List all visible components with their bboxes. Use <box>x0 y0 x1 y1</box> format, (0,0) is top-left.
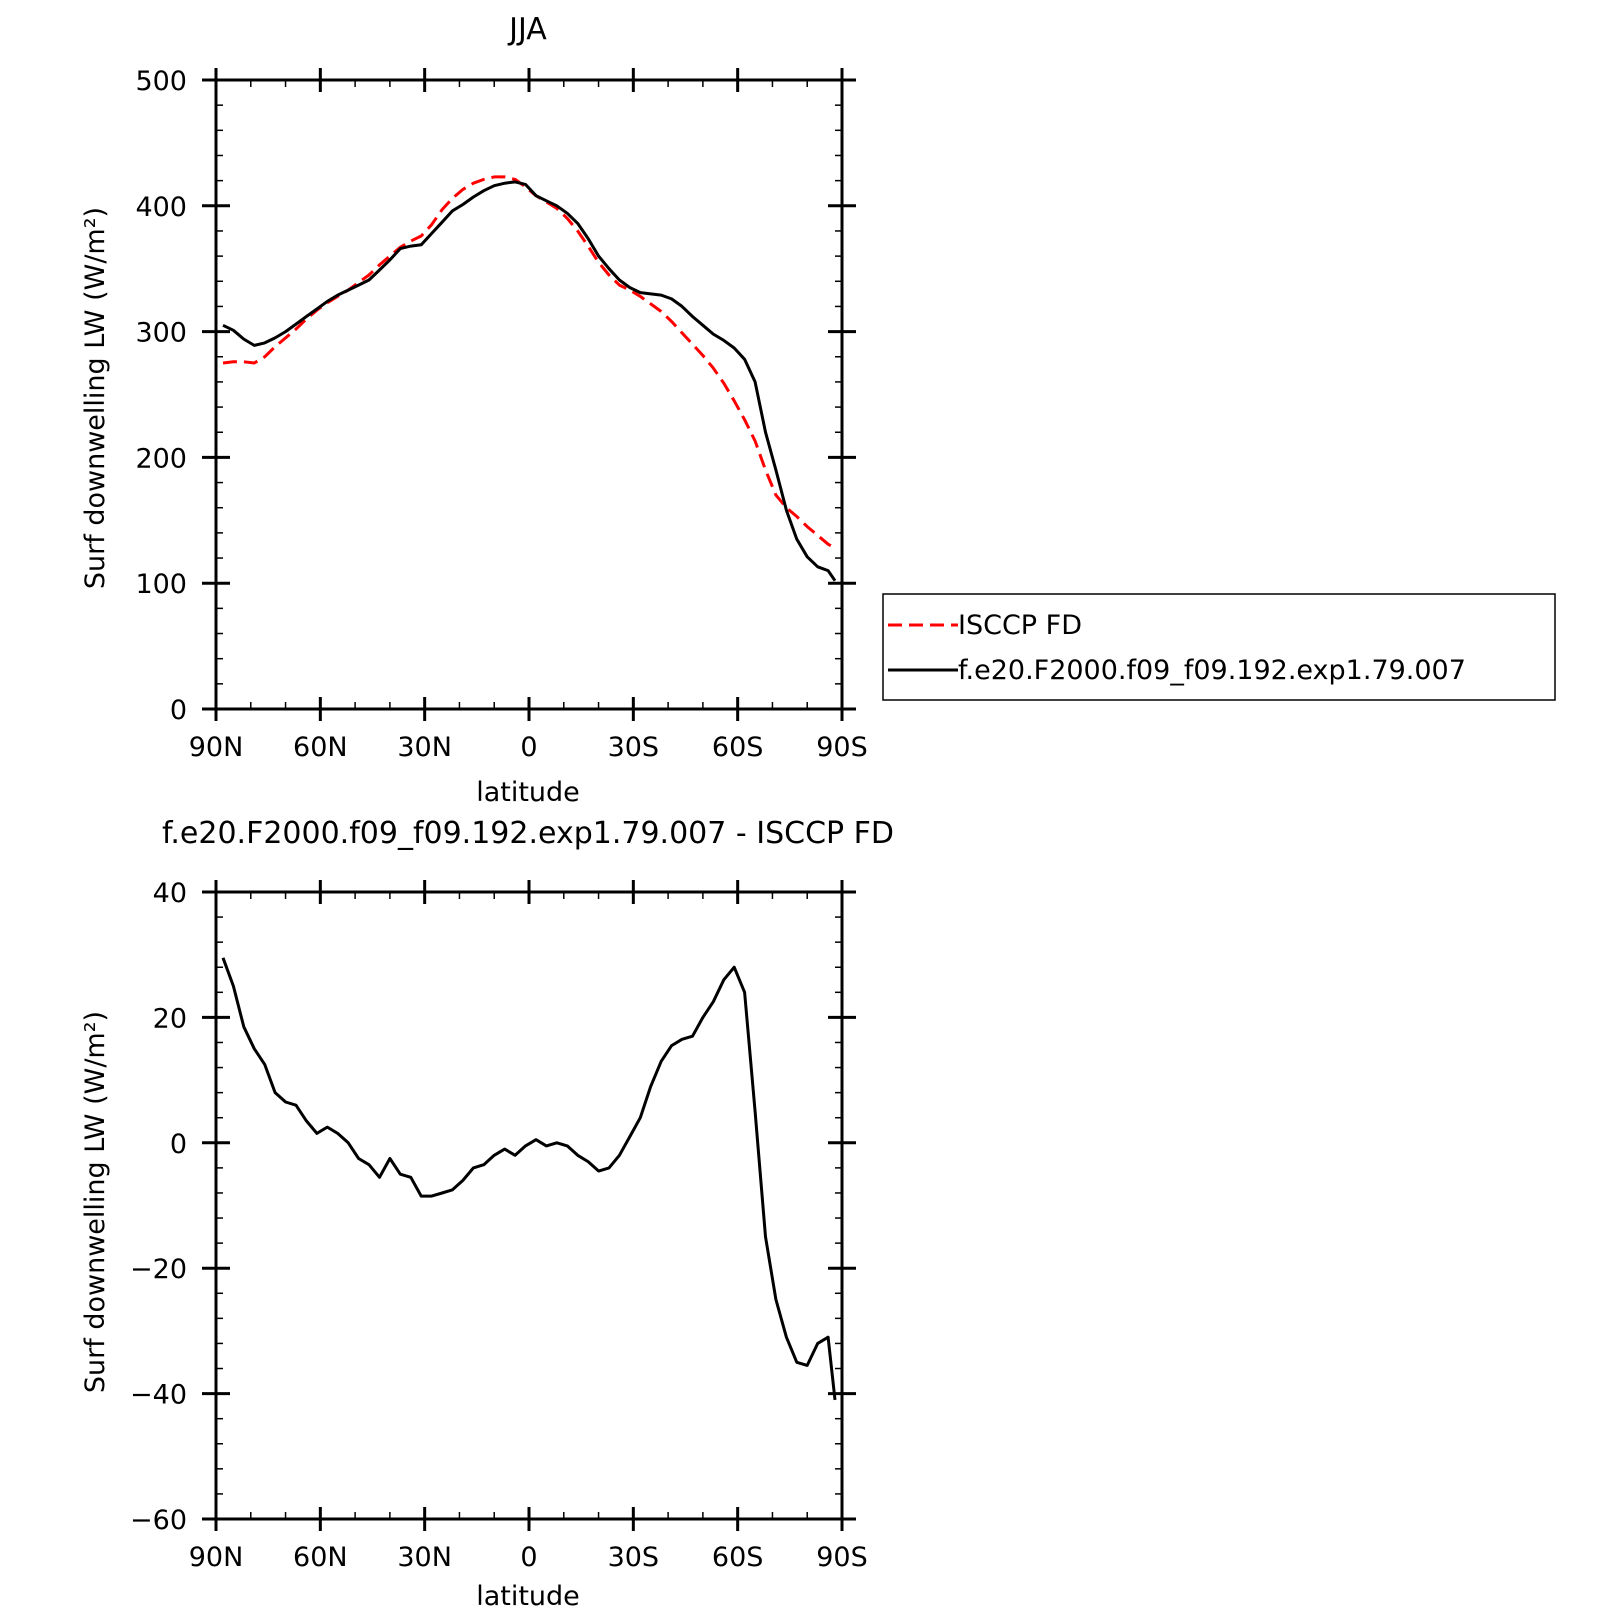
y-tick-label: −60 <box>130 1505 187 1536</box>
x-tick-label: 0 <box>520 1542 537 1573</box>
legend-label-isccp: ISCCP FD <box>958 610 1082 641</box>
x-tick-label: 90S <box>816 1542 868 1573</box>
y-tick-label: −20 <box>130 1254 187 1285</box>
x-tick-label: 90N <box>189 1542 244 1573</box>
series-line-model <box>222 180 837 582</box>
top-panel-y-axis-label: Surf downwelling LW (W/m²) <box>80 207 111 589</box>
x-tick-label: 30N <box>397 732 452 763</box>
plot-frame <box>214 890 844 1521</box>
y-tick-label: −40 <box>130 1380 187 1411</box>
x-tick-label: 30S <box>608 732 660 763</box>
y-tick-label: 40 <box>153 878 187 909</box>
bottom-panel-title: f.e20.F2000.f09_f09.192.exp1.79.007 - IS… <box>162 816 894 851</box>
bottom-panel-y-axis-label: Surf downwelling LW (W/m²) <box>80 1011 111 1393</box>
top-panel-series <box>222 175 837 582</box>
x-tick-label: 60S <box>712 732 764 763</box>
y-tick-label: 0 <box>170 1129 187 1160</box>
bottom-panel-ticks: 90N 60N 30N 0 30S 60S 90S −60 −40 −20 0 20 40 <box>130 878 868 1573</box>
x-tick-label: 60N <box>293 732 348 763</box>
y-tick-label: 100 <box>135 569 187 600</box>
top-panel-x-axis-label: latitude <box>476 777 580 808</box>
y-tick-label: 500 <box>135 66 187 97</box>
x-tick-label: 30N <box>397 1542 452 1573</box>
x-tick-label: 90N <box>189 732 244 763</box>
legend-label-model: f.e20.F2000.f09_f09.192.exp1.79.007 <box>958 655 1466 686</box>
bottom-panel-series <box>221 957 837 1401</box>
x-tick-label: 0 <box>520 732 537 763</box>
x-tick-label: 60S <box>712 1542 764 1573</box>
x-tick-label: 30S <box>608 1542 660 1573</box>
top-panel-axes <box>214 78 844 711</box>
x-tick-label: 60N <box>293 1542 348 1573</box>
bottom-panel-axes <box>214 890 844 1521</box>
y-tick-label: 200 <box>135 443 187 474</box>
y-tick-label: 0 <box>170 695 187 726</box>
bottom-panel: f.e20.F2000.f09_f09.192.exp1.79.007 - IS… <box>80 816 894 1612</box>
top-panel: JJA 90N 60N 30N 0 30S 60S 90S0100200300400500 … <box>80 12 868 808</box>
x-tick-label: 90S <box>816 732 868 763</box>
series-line-isccp-fd <box>222 175 836 550</box>
y-tick-label: 400 <box>135 192 187 223</box>
top-panel-ticks: 90N 60N 30N 0 30S 60S 90S 0 100 200 300 400 500 <box>135 66 867 763</box>
y-tick-label: 20 <box>153 1003 187 1034</box>
y-tick-label: 300 <box>135 318 187 349</box>
plot-frame <box>214 78 844 711</box>
legend-box <box>882 593 1556 701</box>
top-panel-title: JJA <box>507 12 547 47</box>
legend: ISCCP FD f.e20.F2000.f09_f09.192.exp1.79… <box>882 593 1556 701</box>
bottom-panel-x-axis-label: latitude <box>476 1581 580 1612</box>
series-line-model <box>221 957 837 1401</box>
